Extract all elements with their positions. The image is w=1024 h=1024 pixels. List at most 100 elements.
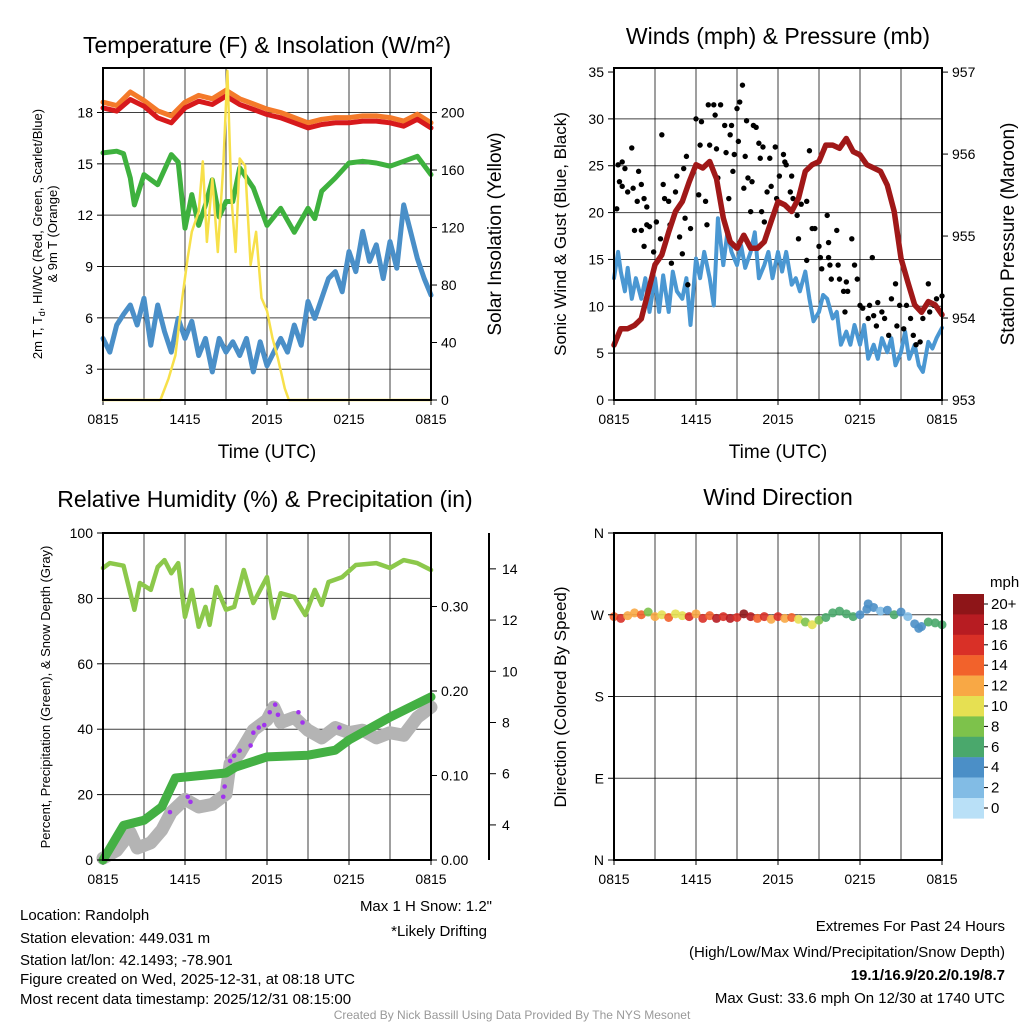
- y-tick-label: S: [595, 689, 604, 705]
- gust-point: [737, 99, 743, 105]
- drifting-point: [267, 709, 273, 715]
- gust-point: [717, 102, 724, 108]
- direction-point: [691, 609, 701, 619]
- gust-point: [760, 144, 766, 150]
- y-tick-label: 18: [77, 104, 93, 120]
- x-tick-label: 1415: [169, 411, 200, 427]
- direction-point: [705, 611, 715, 621]
- created-text: Figure created on Wed, 2025-12-31, at 08…: [20, 971, 355, 988]
- plot-area: 0815 1415 2015 0215 0815 0 5 10 15 20 25 30 35 953 954…: [588, 64, 975, 427]
- max-snow-text: Max 1 H Snow: 1.2": [360, 898, 492, 915]
- legend-label: 10: [991, 698, 1008, 715]
- legend-label: 6: [991, 739, 999, 756]
- gust-point: [676, 234, 683, 240]
- y-tick-label: 20: [588, 205, 604, 221]
- gust-point: [804, 198, 810, 205]
- y-axis-label-line2: & 9m T (Orange): [45, 185, 60, 282]
- gust-point: [886, 332, 892, 339]
- y-tick-label: 5: [596, 345, 604, 361]
- legend-title: mph: [990, 574, 1019, 591]
- direction-point: [855, 610, 865, 620]
- recent-data-text: Most recent data timestamp: 2025/12/31 0…: [20, 991, 351, 1008]
- gust-point: [660, 181, 666, 188]
- gust-point: [704, 222, 710, 228]
- direction-point: [732, 612, 742, 622]
- precip-tick-label: 0.20: [441, 683, 468, 699]
- gust-point: [629, 145, 635, 151]
- direction-point: [753, 613, 762, 623]
- gust-point: [742, 153, 748, 160]
- y-tick-label: 955: [952, 228, 976, 244]
- gust-point: [901, 326, 907, 332]
- gust-point: [635, 168, 642, 175]
- legend-label: 18: [991, 616, 1008, 633]
- y-tick-label: 30: [588, 111, 604, 127]
- gust-point: [705, 102, 711, 108]
- chart-title: Temperature (F) & Insolation (W/m²): [83, 32, 451, 58]
- legend-label: 4: [991, 759, 999, 776]
- gust-point: [747, 208, 754, 215]
- gust-point: [812, 225, 818, 232]
- gust-point: [788, 173, 795, 179]
- gust-point: [835, 262, 841, 268]
- drifting-point: [251, 730, 256, 736]
- y-tick-label: 60: [77, 656, 93, 672]
- drifting-point: [248, 743, 253, 748]
- legend-label: 0: [991, 800, 999, 817]
- drifting-point: [275, 712, 281, 718]
- gust-point: [798, 201, 804, 207]
- precip-tick-label: 0.10: [441, 768, 468, 784]
- gust-point: [641, 243, 647, 250]
- direction-point: [841, 609, 851, 619]
- y-tick-label: 9: [85, 259, 93, 275]
- x-tick-label: 0815: [87, 871, 118, 887]
- gust-point: [896, 302, 903, 309]
- plot-area: 0815 1415 2015 0215 0815 0 20 40 60 80 100 0.00 0.10…: [70, 525, 518, 887]
- gust-point: [624, 189, 631, 195]
- x-tick-label: 0815: [926, 411, 957, 427]
- legend-label: 20+: [991, 596, 1017, 613]
- drifting-point: [261, 722, 267, 728]
- direction-point: [766, 614, 776, 624]
- drifting-point: [222, 784, 227, 789]
- gust-point: [817, 254, 824, 261]
- x-axis-label: Time (UTC): [729, 442, 828, 463]
- snow-tick-label: 6: [502, 766, 510, 782]
- gust-point: [913, 342, 919, 348]
- legend-label: 2: [991, 780, 999, 797]
- y-axis-right-label: Solar Insolation (Yellow): [485, 132, 506, 335]
- gust-point: [661, 195, 668, 202]
- chart-title: Winds (mph) & Pressure (mb): [626, 23, 930, 49]
- y-tick-label: 80: [441, 277, 457, 293]
- gust-point: [920, 315, 926, 322]
- gust-point: [735, 138, 742, 145]
- gust-point: [881, 315, 888, 322]
- direction-point: [876, 606, 885, 616]
- drifting-point: [231, 753, 237, 759]
- x-axis-label: Time (UTC): [218, 442, 317, 463]
- direction-point: [759, 612, 769, 622]
- gust-point: [825, 239, 832, 246]
- y-axis-label: 2m T, Td, HI/WC (Red, Green, Scarlet/Blu…: [30, 109, 47, 359]
- gust-point: [869, 254, 875, 261]
- gust-point: [722, 122, 728, 129]
- legend-label: 16: [991, 637, 1008, 654]
- series-snow-depth: [96, 700, 438, 865]
- drifting-point: [220, 794, 226, 800]
- snow-tick-label: 8: [502, 714, 510, 730]
- gust-point: [753, 124, 759, 131]
- gust-point: [730, 168, 736, 175]
- y-tick-label: 953: [952, 392, 976, 408]
- gust-point: [630, 185, 636, 191]
- gust-point: [682, 215, 688, 221]
- gust-point: [711, 102, 717, 108]
- gust-point: [696, 192, 702, 198]
- gust-point: [845, 288, 851, 295]
- x-tick-label: 0815: [415, 411, 446, 427]
- snow-tick-label: 14: [502, 561, 518, 577]
- chart-title: Relative Humidity (%) & Precipitation (i…: [57, 486, 472, 512]
- legend-swatch: [953, 634, 984, 656]
- y-tick-label: E: [595, 770, 604, 786]
- legend-label: 14: [991, 657, 1008, 674]
- direction-point: [630, 608, 639, 618]
